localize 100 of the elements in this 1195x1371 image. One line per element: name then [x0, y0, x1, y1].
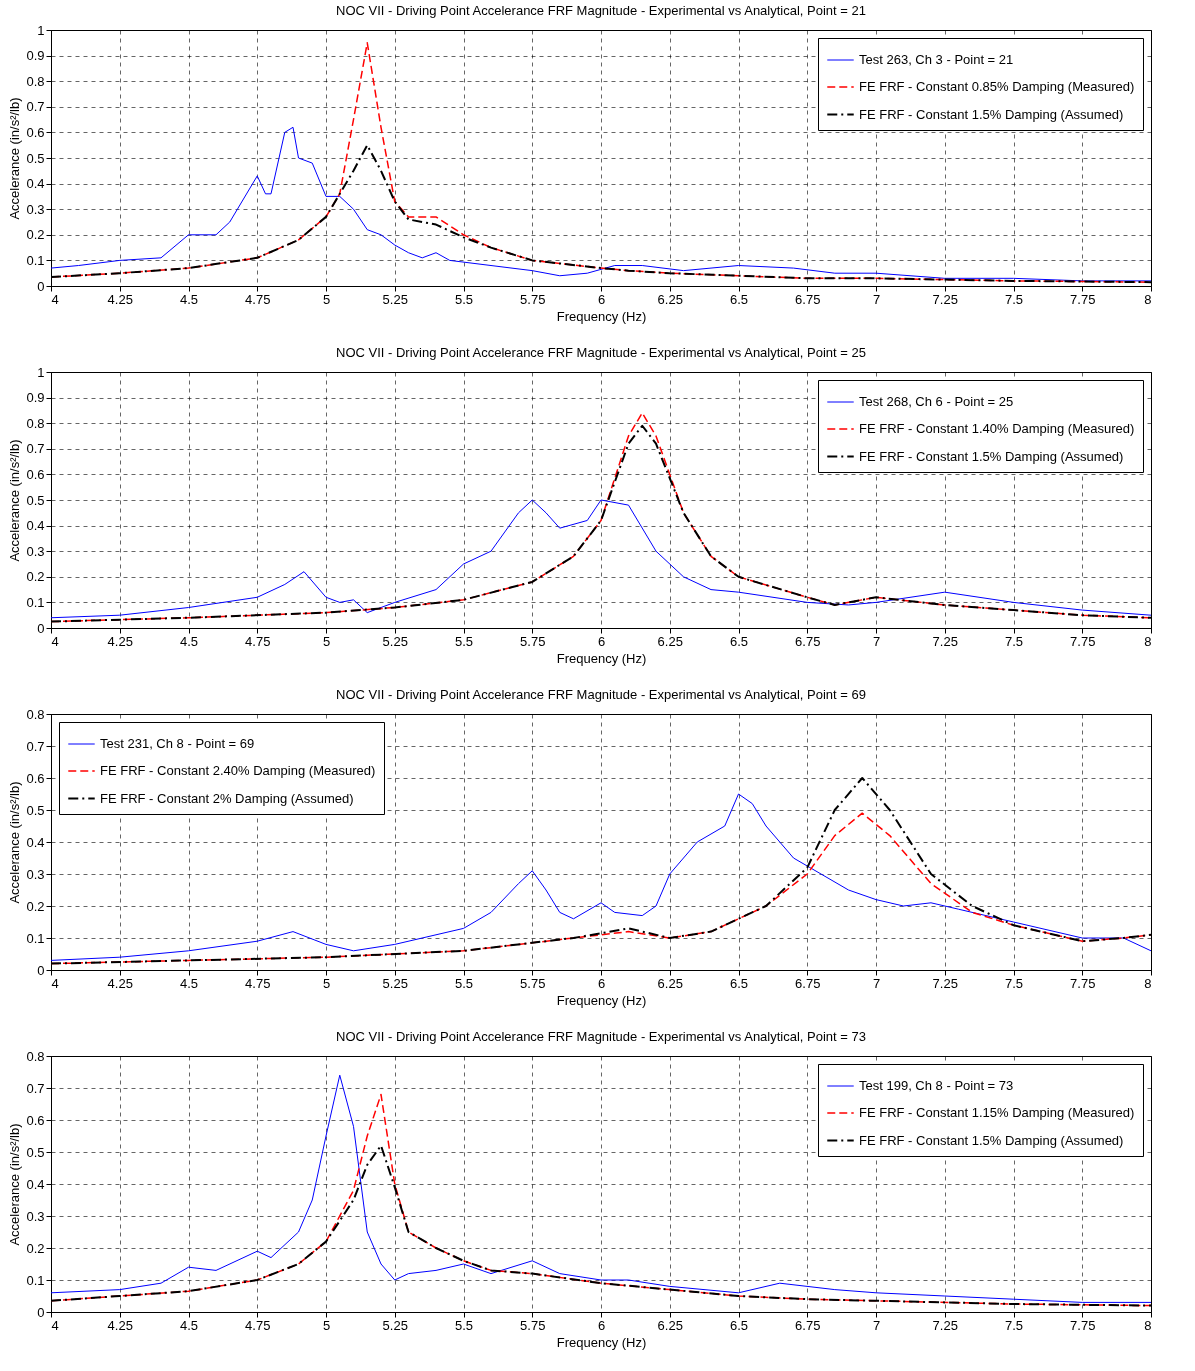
x-tick-label: 7.5: [1004, 291, 1024, 307]
chart-title: NOC VII - Driving Point Accelerance FRF Magnitude - Experimental vs Analytical, Point = 21: [336, 3, 866, 18]
line-series: [51, 499, 1151, 619]
legend-label: FE FRF - Constant 1.15% Damping (Measured): [859, 1105, 1135, 1120]
x-tick-label: 5.25: [382, 975, 408, 991]
legend-label: FE FRF - Constant 1.5% Damping (Assumed): [859, 106, 1124, 122]
x-tick-label: 4.75: [245, 975, 271, 991]
y-tick-label: 0.8: [26, 73, 45, 89]
x-tick-label: 7.25: [932, 975, 958, 991]
y-tick-label: 0.8: [26, 706, 45, 722]
x-tick-label: 5.25: [382, 1317, 408, 1333]
x-tick-label: 4.5: [179, 1317, 199, 1333]
x-tick-label: 6.75: [795, 975, 821, 991]
x-tick-label: 7: [872, 1317, 881, 1333]
y-tick-label: 0.5: [26, 492, 45, 508]
chart-title: NOC VII - Driving Point Accelerance FRF Magnitude - Experimental vs Analytical, Point = 73: [336, 1029, 866, 1044]
y-tick-label: 0.7: [26, 441, 45, 457]
x-tick-label: 5.5: [454, 633, 474, 649]
x-tick-label: 4.75: [245, 633, 271, 649]
x-tick-label: 6: [597, 633, 606, 649]
x-tick-label: 7.75: [1070, 975, 1096, 991]
y-tick-label: 0.1: [26, 930, 45, 946]
y-tick-label: 0.9: [26, 48, 45, 64]
x-tick-label: 7.5: [1004, 1317, 1024, 1333]
x-axis-title: Frequency (Hz): [556, 1334, 647, 1350]
y-tick-label: 0.6: [26, 770, 45, 786]
x-tick-label: 6.25: [657, 975, 683, 991]
x-tick-label: 4.25: [107, 1317, 133, 1333]
x-tick-label: 5.75: [520, 1317, 546, 1333]
x-tick-label: 6.25: [657, 633, 683, 649]
y-tick-label: 0.1: [26, 252, 45, 268]
y-tick-label: 0.5: [26, 1144, 45, 1160]
x-tick-label: 7: [872, 291, 881, 307]
x-tick-label: 6.25: [657, 291, 683, 307]
y-tick-label: 0.6: [26, 466, 45, 482]
x-tick-label: 4.25: [107, 975, 133, 991]
legend-label: FE FRF - Constant 0.85% Damping (Measured): [859, 79, 1135, 94]
x-axis-title: Frequency (Hz): [556, 308, 647, 324]
legend-label: Test 263, Ch 3 - Point = 21: [859, 52, 1014, 67]
y-tick-label: 0: [37, 620, 45, 636]
chart-title: NOC VII - Driving Point Accelerance FRF Magnitude - Experimental vs Analytical, Point = 25: [336, 345, 866, 360]
legend-label: FE FRF - Constant 2% Damping (Assumed): [100, 790, 354, 806]
y-tick-label: 0: [37, 962, 45, 978]
x-tick-label: 6.75: [795, 1317, 821, 1333]
x-tick-label: 6.5: [729, 1317, 749, 1333]
y-tick-label: 0.3: [26, 1208, 45, 1224]
y-tick-label: 0.6: [26, 124, 45, 140]
legend-label: FE FRF - Constant 2.40% Damping (Measured): [100, 763, 376, 778]
y-tick-label: 0.4: [26, 176, 45, 192]
x-tick-label: 5.75: [520, 975, 546, 991]
y-axis-title: Accelerance (in/s²/lb): [7, 439, 23, 562]
x-tick-label: 6: [597, 291, 606, 307]
x-tick-label: 5.75: [520, 291, 546, 307]
y-tick-label: 0.3: [26, 201, 45, 217]
legend-label: FE FRF - Constant 1.5% Damping (Assumed): [859, 448, 1124, 464]
x-tick-label: 7.75: [1070, 1317, 1096, 1333]
y-tick-label: 0.4: [26, 834, 45, 850]
x-tick-label: 4.75: [245, 291, 271, 307]
y-tick-label: 0.8: [26, 1048, 45, 1064]
legend-label: Test 199, Ch 8 - Point = 73: [859, 1078, 1014, 1093]
x-tick-label: 6: [597, 975, 606, 991]
x-tick-label: 7.5: [1004, 975, 1024, 991]
x-tick-label: 6: [597, 1317, 606, 1333]
x-tick-label: 8: [1144, 975, 1152, 991]
y-tick-label: 0.5: [26, 150, 45, 166]
y-tick-label: 0.4: [26, 1176, 45, 1192]
x-tick-label: 7.25: [932, 633, 958, 649]
x-tick-label: 7.25: [932, 291, 958, 307]
x-tick-label: 5.5: [454, 1317, 474, 1333]
x-tick-label: 4: [51, 975, 59, 991]
x-tick-label: 5.25: [382, 633, 408, 649]
x-tick-label: 5: [322, 975, 331, 991]
y-tick-label: 0.2: [26, 898, 45, 914]
x-tick-label: 4.5: [179, 975, 199, 991]
legend-label: Test 268, Ch 6 - Point = 25: [859, 394, 1014, 409]
x-tick-label: 4.25: [107, 291, 133, 307]
x-tick-label: 7.75: [1070, 633, 1096, 649]
y-tick-label: 0.7: [26, 1080, 45, 1096]
y-tick-label: 0.6: [26, 1112, 45, 1128]
y-tick-label: 0.2: [26, 1240, 45, 1256]
y-tick-label: 0.9: [26, 390, 45, 406]
x-tick-label: 7.5: [1004, 633, 1024, 649]
x-tick-label: 8: [1144, 291, 1152, 307]
y-tick-label: 0.5: [26, 802, 45, 818]
y-tick-label: 0.7: [26, 738, 45, 754]
y-tick-label: 1: [37, 22, 45, 38]
x-axis-title: Frequency (Hz): [556, 992, 647, 1008]
x-tick-label: 6.5: [729, 291, 749, 307]
chart-title: NOC VII - Driving Point Accelerance FRF Magnitude - Experimental vs Analytical, Point = 69: [336, 687, 866, 702]
y-tick-label: 0.1: [26, 1272, 45, 1288]
y-tick-label: 0: [37, 278, 45, 294]
x-tick-label: 7.75: [1070, 291, 1096, 307]
x-tick-label: 5: [322, 633, 331, 649]
x-tick-label: 4: [51, 633, 59, 649]
y-tick-label: 0.2: [26, 227, 45, 243]
x-tick-label: 4.75: [245, 1317, 271, 1333]
x-tick-label: 7.25: [932, 1317, 958, 1333]
x-tick-label: 6.5: [729, 975, 749, 991]
x-tick-label: 4.5: [179, 291, 199, 307]
x-tick-label: 5.25: [382, 291, 408, 307]
